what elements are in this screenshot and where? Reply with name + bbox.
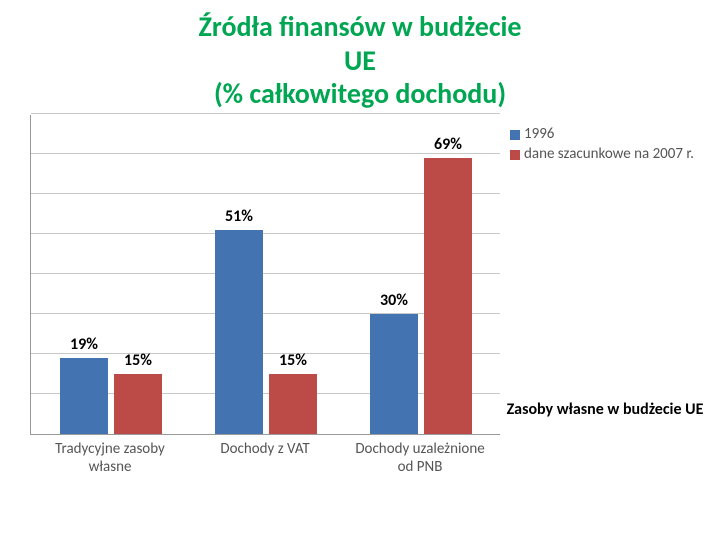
bar-label-c1-s1: 15% xyxy=(263,351,323,370)
gridline xyxy=(31,113,500,114)
bar-c0-s0 xyxy=(60,358,108,434)
title-line-2: UE xyxy=(0,44,720,78)
bar-c2-s0 xyxy=(370,314,418,434)
footer-label: Zasoby własne w budżecie UE xyxy=(500,400,710,419)
x-category-1: Dochody z VAT xyxy=(200,440,330,458)
chart-area: 19%15%51%15%30%69% Tradycyjne zasoby wła… xyxy=(30,115,500,520)
bar-c2-s1 xyxy=(424,158,472,434)
bar-label-c2-s1: 69% xyxy=(418,135,478,154)
legend-swatch-1 xyxy=(510,150,520,160)
bar-c1-s1 xyxy=(269,374,317,434)
title-line-3: (% całkowitego dochodu) xyxy=(0,77,720,111)
legend-item-0: 1996 xyxy=(510,125,710,143)
bar-label-c0-s1: 15% xyxy=(108,351,168,370)
x-category-2: Dochody uzależnione od PNB xyxy=(355,440,485,476)
slide-title: Źródła finansów w budżecie UE (% całkowi… xyxy=(0,10,720,111)
legend-label-1: dane szacunkowe na 2007 r. xyxy=(524,145,694,163)
bar-c0-s1 xyxy=(114,374,162,434)
x-category-0: Tradycyjne zasoby własne xyxy=(45,440,175,476)
plot-area: 19%15%51%15%30%69% xyxy=(30,115,500,435)
legend-item-1: dane szacunkowe na 2007 r. xyxy=(510,145,710,163)
slide: Źródła finansów w budżecie UE (% całkowi… xyxy=(0,0,720,540)
legend-label-0: 1996 xyxy=(524,125,554,143)
title-line-1: Źródła finansów w budżecie xyxy=(0,10,720,44)
bar-label-c1-s0: 51% xyxy=(209,207,269,226)
bar-c1-s0 xyxy=(215,230,263,434)
bar-label-c0-s0: 19% xyxy=(54,335,114,354)
legend: 1996 dane szacunkowe na 2007 r. xyxy=(510,125,710,165)
legend-swatch-0 xyxy=(510,130,520,140)
bar-label-c2-s0: 30% xyxy=(364,291,424,310)
